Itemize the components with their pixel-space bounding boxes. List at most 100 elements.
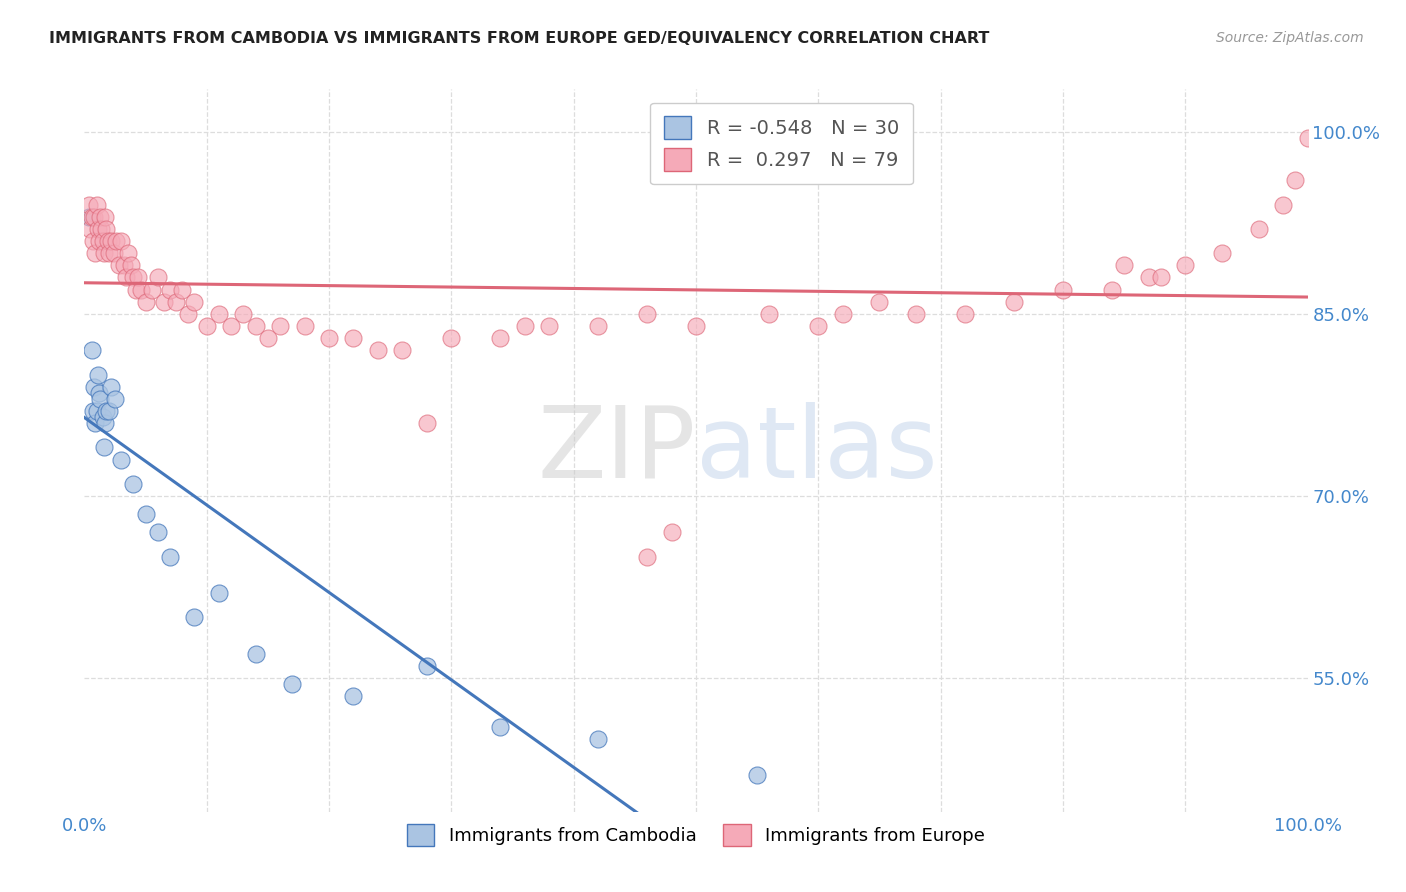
Point bbox=[77, 210, 100, 224]
Text: Source: ZipAtlas.com: Source: ZipAtlas.com bbox=[1216, 31, 1364, 45]
Point bbox=[953, 307, 976, 321]
Point bbox=[1101, 283, 1123, 297]
Point bbox=[100, 234, 122, 248]
Point bbox=[869, 294, 891, 309]
Point bbox=[77, 197, 100, 211]
Point bbox=[416, 659, 439, 673]
Point bbox=[82, 234, 104, 248]
Point bbox=[96, 222, 118, 236]
Point bbox=[636, 307, 658, 321]
Point bbox=[125, 283, 148, 297]
Point bbox=[87, 385, 110, 400]
Point bbox=[367, 343, 389, 358]
Text: ZIP: ZIP bbox=[537, 402, 696, 499]
Point bbox=[318, 331, 340, 345]
Point bbox=[165, 294, 187, 309]
Point bbox=[86, 404, 108, 418]
Point bbox=[93, 441, 115, 455]
Point bbox=[80, 343, 103, 358]
Point bbox=[112, 258, 135, 272]
Point bbox=[146, 270, 169, 285]
Text: atlas: atlas bbox=[696, 402, 938, 499]
Point bbox=[1211, 246, 1233, 260]
Point bbox=[146, 525, 169, 540]
Point bbox=[245, 647, 267, 661]
Point bbox=[86, 197, 108, 211]
Point bbox=[281, 677, 304, 691]
Point bbox=[807, 318, 830, 333]
Point bbox=[661, 525, 683, 540]
Point bbox=[110, 234, 132, 248]
Point bbox=[107, 258, 129, 272]
Point bbox=[747, 768, 769, 782]
Point bbox=[87, 368, 110, 382]
Point bbox=[100, 380, 122, 394]
Point bbox=[1247, 222, 1270, 236]
Point bbox=[586, 318, 609, 333]
Point bbox=[122, 476, 145, 491]
Point bbox=[94, 210, 117, 224]
Point bbox=[105, 234, 128, 248]
Point bbox=[104, 392, 127, 406]
Point bbox=[440, 331, 463, 345]
Point bbox=[135, 507, 157, 521]
Point bbox=[89, 210, 111, 224]
Point bbox=[91, 234, 114, 248]
Point bbox=[294, 318, 316, 333]
Point bbox=[177, 307, 200, 321]
Point bbox=[831, 307, 853, 321]
Point bbox=[245, 318, 267, 333]
Point bbox=[87, 222, 110, 236]
Point bbox=[82, 404, 104, 418]
Point bbox=[89, 392, 111, 406]
Point bbox=[586, 731, 609, 746]
Point bbox=[94, 416, 117, 430]
Point bbox=[97, 246, 120, 260]
Point bbox=[1174, 258, 1197, 272]
Point bbox=[342, 331, 364, 345]
Point bbox=[183, 294, 205, 309]
Point bbox=[172, 283, 194, 297]
Point bbox=[416, 416, 439, 430]
Point bbox=[513, 318, 536, 333]
Point bbox=[80, 210, 103, 224]
Point bbox=[636, 549, 658, 564]
Point bbox=[269, 318, 291, 333]
Point bbox=[110, 452, 132, 467]
Point bbox=[1114, 258, 1136, 272]
Legend: Immigrants from Cambodia, Immigrants from Europe: Immigrants from Cambodia, Immigrants fro… bbox=[399, 817, 993, 854]
Point bbox=[257, 331, 280, 345]
Point bbox=[84, 416, 107, 430]
Point bbox=[97, 234, 120, 248]
Point bbox=[117, 246, 139, 260]
Point bbox=[79, 222, 101, 236]
Point bbox=[127, 270, 149, 285]
Point bbox=[195, 318, 218, 333]
Point bbox=[93, 246, 115, 260]
Point bbox=[153, 294, 176, 309]
Point bbox=[83, 380, 105, 394]
Point bbox=[342, 690, 364, 704]
Point bbox=[159, 283, 181, 297]
Point bbox=[115, 270, 138, 285]
Point bbox=[1002, 294, 1025, 309]
Text: IMMIGRANTS FROM CAMBODIA VS IMMIGRANTS FROM EUROPE GED/EQUIVALENCY CORRELATION C: IMMIGRANTS FROM CAMBODIA VS IMMIGRANTS F… bbox=[49, 31, 990, 46]
Point bbox=[96, 404, 118, 418]
Point bbox=[208, 307, 231, 321]
Point bbox=[1150, 270, 1173, 285]
Point bbox=[208, 586, 231, 600]
Point bbox=[87, 234, 110, 248]
Point bbox=[129, 283, 152, 297]
Point bbox=[232, 307, 254, 321]
Point bbox=[135, 294, 157, 309]
Point bbox=[159, 549, 181, 564]
Point bbox=[489, 720, 512, 734]
Point bbox=[90, 222, 112, 236]
Point bbox=[1272, 197, 1295, 211]
Point bbox=[489, 331, 512, 345]
Point bbox=[97, 404, 120, 418]
Point bbox=[84, 246, 107, 260]
Point bbox=[120, 258, 142, 272]
Point bbox=[183, 610, 205, 624]
Point bbox=[538, 318, 561, 333]
